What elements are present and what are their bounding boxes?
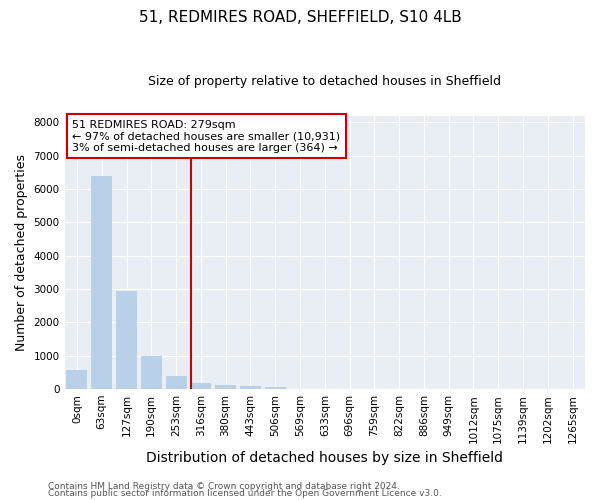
Bar [265,387,286,389]
Bar [166,376,187,389]
Bar [91,176,112,389]
Title: Size of property relative to detached houses in Sheffield: Size of property relative to detached ho… [148,75,501,88]
Bar [116,290,137,389]
X-axis label: Distribution of detached houses by size in Sheffield: Distribution of detached houses by size … [146,451,503,465]
Bar [215,384,236,389]
Text: 51 REDMIRES ROAD: 279sqm
← 97% of detached houses are smaller (10,931)
3% of sem: 51 REDMIRES ROAD: 279sqm ← 97% of detach… [73,120,340,153]
Bar [141,356,162,389]
Bar [190,383,211,389]
Text: 51, REDMIRES ROAD, SHEFFIELD, S10 4LB: 51, REDMIRES ROAD, SHEFFIELD, S10 4LB [139,10,461,25]
Y-axis label: Number of detached properties: Number of detached properties [15,154,28,351]
Bar [240,386,261,389]
Bar [67,370,88,389]
Text: Contains HM Land Registry data © Crown copyright and database right 2024.: Contains HM Land Registry data © Crown c… [48,482,400,491]
Text: Contains public sector information licensed under the Open Government Licence v3: Contains public sector information licen… [48,489,442,498]
